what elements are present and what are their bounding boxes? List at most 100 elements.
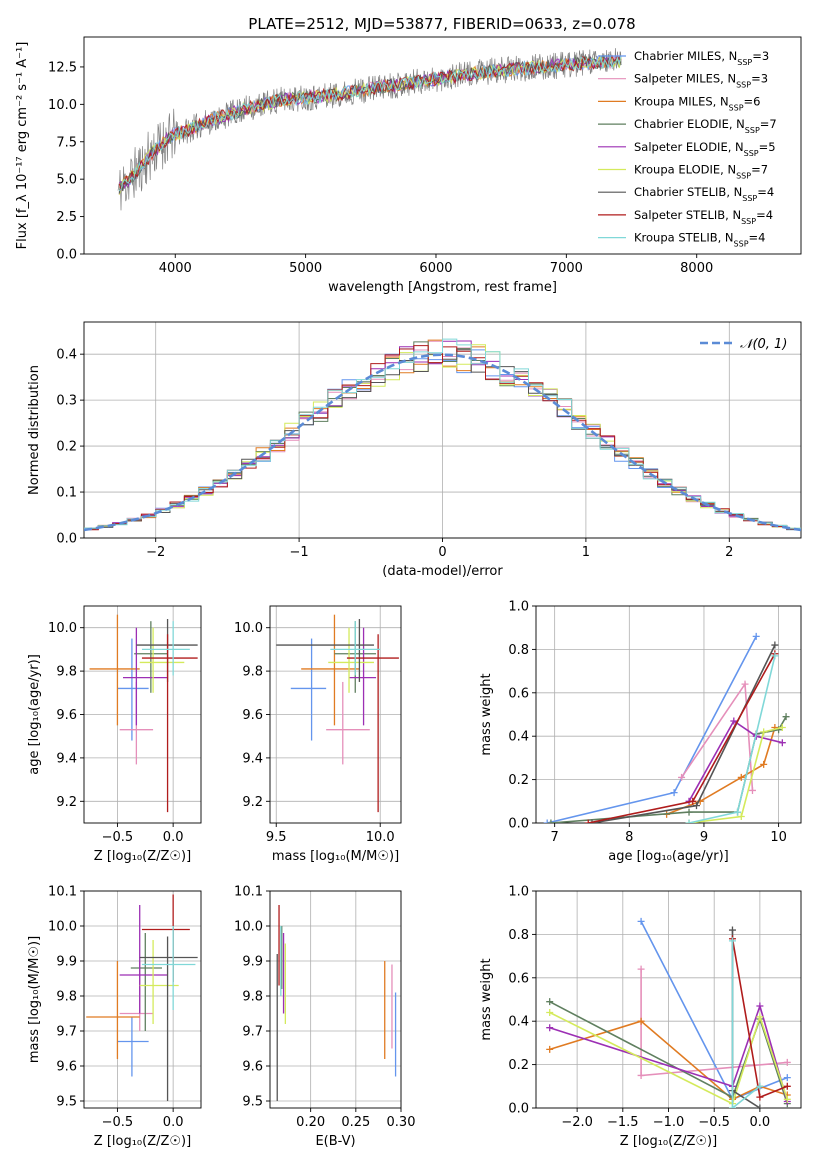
x-tick-label: 6000: [419, 261, 452, 276]
y-tick-label: 0.4: [508, 1015, 529, 1030]
weight-point: [546, 1009, 554, 1017]
weight-point: [756, 1002, 764, 1010]
weight-point: [778, 724, 786, 732]
weight-point: [584, 819, 592, 823]
y-tick-label: 0.8: [508, 643, 529, 658]
weight-point: [782, 713, 790, 721]
y-tick-label: 9.5: [242, 1095, 263, 1110]
weight-point: [678, 773, 686, 781]
y-tick-label: 12.5: [48, 60, 77, 75]
y-tick-label: 0.4: [56, 348, 77, 363]
errorbar-plot-area: [89, 614, 198, 813]
weight-line: [731, 940, 761, 1108]
weight-point: [756, 1082, 764, 1090]
histogram-plot-area: [84, 338, 801, 532]
y-axis-label: mass weight: [479, 673, 494, 755]
age-vs-mass-panel: 9.5 10.0 9.2 9.4 9.6 9.8 10.0 mass [log₁₀(M/M☉)…: [234, 605, 402, 864]
figure-title: PLATE=2512, MJD=53877, FIBERID=0633, z=0…: [248, 15, 635, 33]
weight-point: [689, 797, 697, 805]
weight-point: [783, 1058, 791, 1066]
y-tick-label: 0.0: [56, 248, 77, 263]
legend-label: Salpeter MILES, NSSP=3: [634, 72, 768, 90]
y-tick-label: 7.5: [56, 135, 77, 150]
y-tick-label: 1.0: [508, 600, 529, 615]
x-tick-label: 9: [700, 830, 708, 845]
x-tick-label: −0.5: [102, 830, 134, 845]
weight-point: [685, 819, 693, 823]
weight-point: [756, 1013, 764, 1021]
mass-vs-metallicity-panel: −0.5 0.0 9.5 9.6 9.7 9.8 9.9 10.0 10.1 Z [log₁₀(Z…: [27, 885, 202, 1149]
x-axis-label: Z [log₁₀(Z/Z☉)]: [94, 1134, 191, 1149]
weight-point: [546, 1045, 554, 1053]
weight-point: [741, 680, 749, 688]
weight-point: [543, 819, 551, 823]
y-tick-label: 0.6: [508, 971, 529, 986]
legend-label: Chabrier ELODIE, NSSP=7: [634, 117, 777, 135]
weight-point: [783, 1082, 791, 1090]
y-tick-label: 1.0: [508, 885, 529, 900]
y-tick-label: 9.7: [56, 1025, 77, 1040]
y-axis-label: mass [log₁₀(M/M☉)]: [27, 936, 42, 1063]
x-tick-label: 0.20: [296, 1115, 325, 1130]
x-tick-label: −1.5: [607, 1115, 639, 1130]
legend-label: Chabrier STELIB, NSSP=4: [634, 185, 774, 203]
legend-label: Salpeter STELIB, NSSP=4: [634, 208, 773, 226]
y-tick-label: 2.5: [56, 210, 77, 225]
axes-frame: [535, 605, 802, 824]
weight-point: [637, 1071, 645, 1079]
weight-line: [666, 727, 776, 816]
x-axis-label: wavelength [Angstrom, rest frame]: [328, 280, 557, 295]
weight-plot-area: [543, 632, 790, 823]
y-tick-label: 0.2: [508, 773, 529, 788]
legend-label: Kroupa MILES, NSSP=6: [634, 94, 760, 112]
y-tick-label: 9.2: [242, 795, 263, 810]
y-tick-label: 9.6: [56, 1060, 77, 1075]
legend-label: Kroupa STELIB, NSSP=4: [634, 231, 765, 249]
weight-point: [760, 728, 768, 736]
errorbar-plot-area: [276, 905, 397, 1101]
x-tick-label: 10.0: [366, 830, 395, 845]
y-tick-label: 0.2: [508, 1058, 529, 1073]
mass-weight-vs-age-panel: 7 8 9 10 0.0 0.2 0.4 0.6 0.8 1.0 age [log₁₀(age/yr…: [479, 600, 802, 864]
x-tick-label: 5000: [289, 261, 322, 276]
errorbar-plot-area: [276, 614, 399, 813]
weight-point: [771, 641, 779, 649]
x-tick-label: 8000: [680, 261, 713, 276]
x-tick-label: 2: [725, 545, 733, 560]
y-tick-label: 0.4: [508, 730, 529, 745]
x-axis-label: mass [log₁₀(M/M☉)]: [272, 849, 399, 864]
weight-line: [547, 636, 757, 823]
x-tick-label: 7: [551, 830, 559, 845]
x-tick-label: −2.0: [561, 1115, 593, 1130]
y-tick-label: 10.0: [234, 621, 263, 636]
y-tick-label: 9.8: [56, 990, 77, 1005]
weight-point: [730, 717, 738, 725]
x-tick-label: 0.0: [163, 1115, 184, 1130]
legend-label: Salpeter ELODIE, NSSP=5: [634, 140, 776, 158]
y-tick-label: 0.2: [56, 440, 77, 455]
normal-reference-curve: [84, 353, 801, 532]
y-tick-label: 9.4: [56, 751, 77, 766]
axes-frame: [269, 890, 402, 1109]
y-axis-label: age [log₁₀(age/yr)]: [27, 654, 42, 775]
spectrum-plot-area: [117, 48, 622, 211]
weight-point: [637, 1017, 645, 1025]
weight-point: [760, 760, 768, 768]
legend-label: Chabrier MILES, NSSP=3: [634, 49, 769, 67]
weight-point: [728, 937, 736, 945]
weight-line: [549, 1003, 789, 1102]
legend-label: 𝒩(0, 1): [740, 337, 787, 352]
x-tick-label: 0.25: [341, 1115, 370, 1130]
y-tick-label: 5.0: [56, 173, 77, 188]
weight-point: [783, 1074, 791, 1082]
weight-point: [546, 1024, 554, 1032]
spectrum-panel: 4000 5000 6000 7000 8000 0.0 2.5 5.0 7.5 10.0 12.5…: [15, 36, 802, 295]
weight-point: [752, 632, 760, 640]
y-tick-label: 10.1: [234, 885, 263, 900]
y-tick-label: 9.9: [242, 955, 263, 970]
y-tick-label: 9.6: [242, 708, 263, 723]
weight-line: [688, 719, 783, 802]
weight-point: [737, 812, 745, 820]
y-tick-label: 10.0: [48, 920, 77, 935]
weight-point: [637, 917, 645, 925]
